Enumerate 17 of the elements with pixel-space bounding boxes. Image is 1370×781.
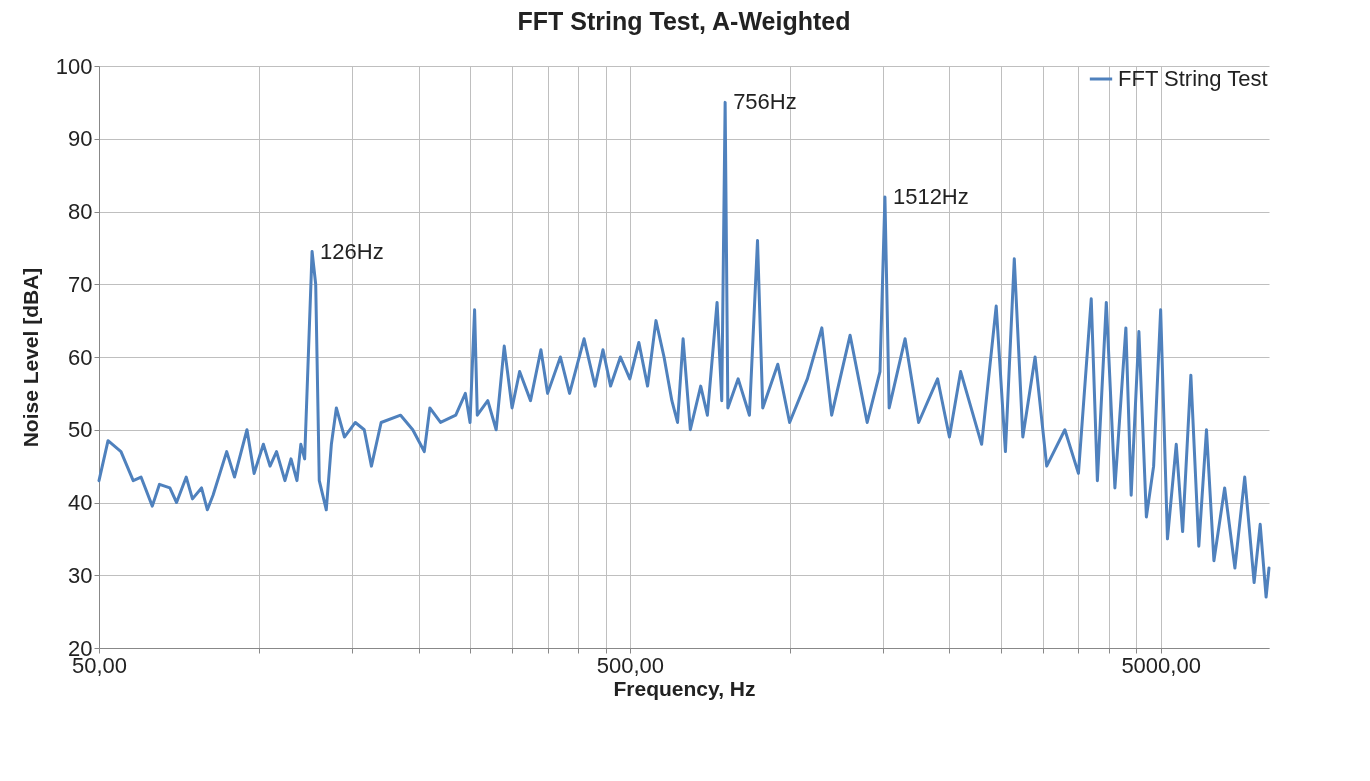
x-tick-label: 500,00 xyxy=(596,652,664,678)
y-axis-title: Noise Level [dBA] xyxy=(18,267,42,448)
annotation: 756Hz xyxy=(733,89,797,115)
annotation: 126Hz xyxy=(320,238,384,264)
y-tick-label: 90 xyxy=(68,126,93,152)
y-tick-label: 30 xyxy=(68,562,93,588)
legend-label: FFT String Test xyxy=(1118,66,1268,91)
y-tick-label: 100 xyxy=(55,53,93,79)
y-tick-label: 80 xyxy=(68,199,93,224)
x-tick-label: 5000,00 xyxy=(1121,652,1201,678)
y-tick-label: 70 xyxy=(68,271,93,297)
y-tick-label: 40 xyxy=(68,490,93,515)
x-axis-title: Frequency, Hz xyxy=(613,676,756,700)
annotation: 1512Hz xyxy=(892,183,969,209)
y-tick-label: 60 xyxy=(68,344,93,370)
y-tick-label: 50 xyxy=(68,417,93,443)
chart-title: FFT String Test, A-Weighted xyxy=(517,7,851,35)
